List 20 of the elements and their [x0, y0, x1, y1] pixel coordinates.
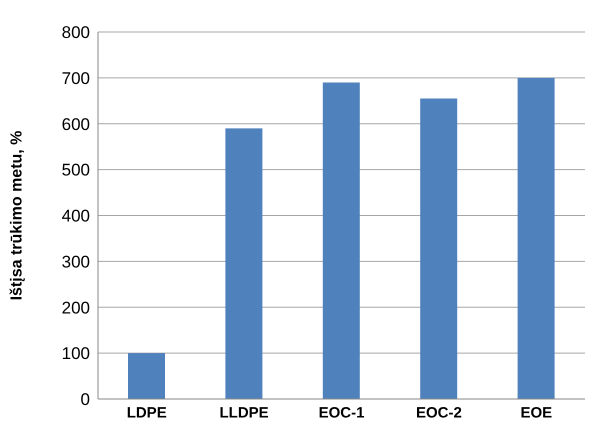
y-tick-label: 700: [62, 68, 90, 88]
x-tick-label: EOE: [520, 404, 552, 422]
bar: [518, 78, 555, 399]
x-tick-label: LDPE: [126, 404, 167, 422]
y-tick-label: 500: [62, 160, 90, 180]
y-tick-label: 0: [80, 390, 90, 410]
y-tick-label: 100: [62, 344, 90, 364]
bar: [420, 98, 458, 399]
y-tick-label: 200: [62, 298, 90, 318]
y-tick-label: 300: [62, 252, 90, 272]
bar: [128, 353, 165, 399]
y-tick-label: 600: [62, 114, 90, 134]
x-tick-label: EOC-1: [318, 404, 364, 422]
y-tick-label: 800: [62, 23, 90, 42]
bar: [322, 82, 360, 399]
x-tick-label: LLDPE: [220, 404, 269, 422]
bar: [225, 128, 262, 399]
x-tick-label: EOC-2: [416, 404, 462, 422]
y-axis-title: Ištįsa trūkimo metu, %: [8, 130, 26, 300]
y-tick-label: 400: [62, 206, 90, 226]
